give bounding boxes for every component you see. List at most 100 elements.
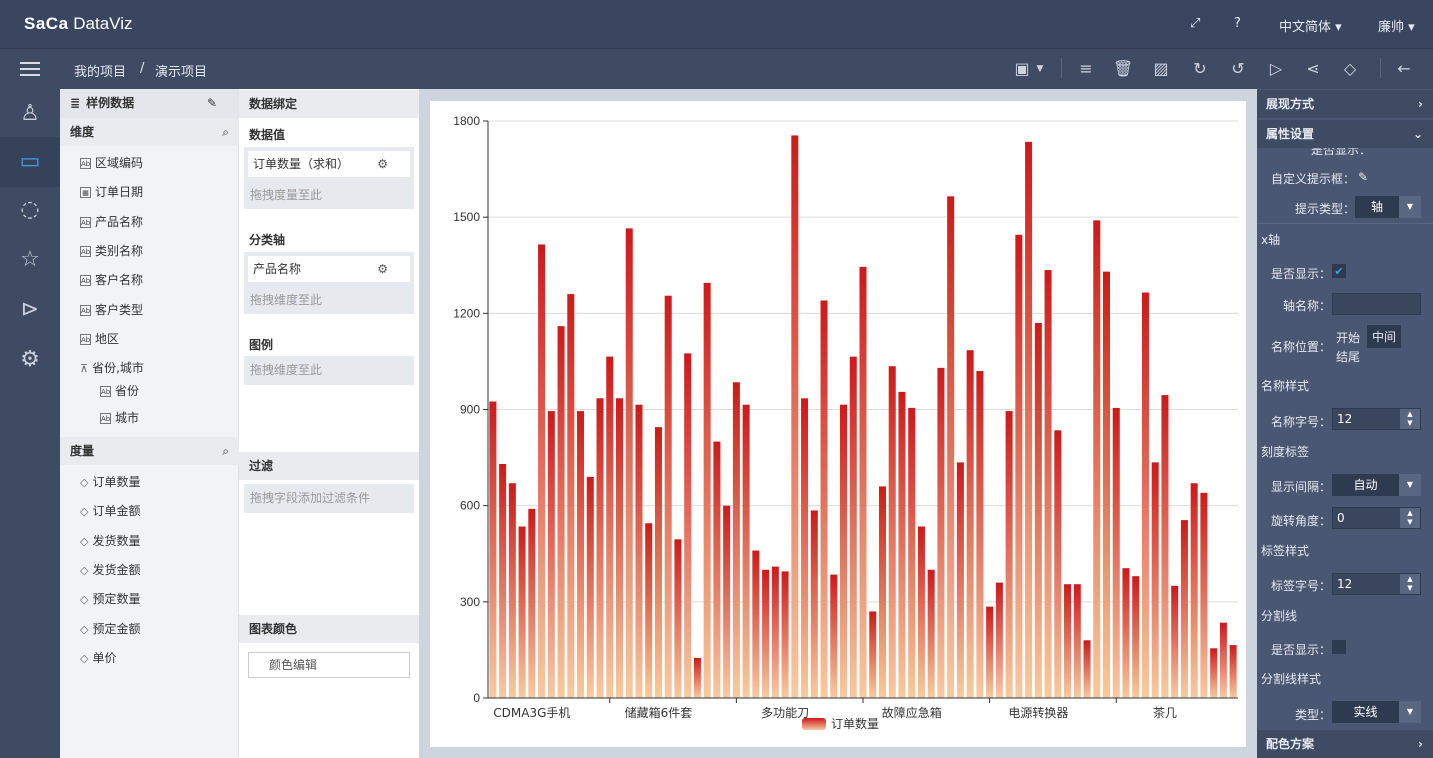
filter-dropzone[interactable]: 拖拽字段添加过滤条件 [244,484,414,513]
name-position-end[interactable]: 结尾 [1336,350,1361,364]
bar[interactable] [518,526,526,698]
label-size-input[interactable]: 12 ▲ ▼ [1332,573,1421,595]
split-show-checkbox[interactable] [1332,640,1346,654]
bar[interactable] [995,582,1003,698]
bar[interactable] [1073,584,1081,698]
bar[interactable] [499,463,507,698]
share-icon[interactable]: ⋖ [1306,59,1320,78]
bar[interactable] [693,657,701,698]
measure-field[interactable]: ◇ 单价 [80,651,117,665]
bar[interactable] [849,356,857,698]
measure-field[interactable]: ◇ 订单数量 [80,475,141,489]
dimension-field[interactable]: Ab 产品名称 [80,215,144,229]
measure-field[interactable]: ◇ 预定金额 [80,622,141,636]
measure-field[interactable]: ◇ 订单金额 [80,504,141,518]
tooltip-type-select[interactable]: 轴 ▼ [1355,196,1421,218]
bar[interactable] [596,398,604,698]
bar[interactable] [1180,520,1188,698]
help-icon[interactable]: ? [1234,16,1241,31]
bar[interactable] [577,411,585,698]
bar[interactable] [489,401,497,698]
bar[interactable] [947,196,955,698]
bar[interactable] [538,244,546,699]
bar[interactable] [1200,492,1208,698]
bar[interactable] [956,462,964,698]
bar[interactable] [878,486,886,698]
bar[interactable] [645,523,653,698]
show-checkbox[interactable]: ✔ [1332,264,1346,278]
value-dropzone[interactable]: 拖拽度量至此 [244,147,414,209]
color-scheme-header[interactable]: 配色方案 › [1257,730,1433,758]
settings-gear-icon[interactable]: ⚙ [20,347,40,372]
bar[interactable] [664,295,672,698]
bar[interactable] [508,483,516,698]
bar[interactable] [586,476,594,698]
history-icon[interactable]: ↻ [1193,59,1207,78]
dimension-field[interactable]: Ab 客户类型 [80,303,144,317]
bar[interactable] [898,391,906,698]
bar[interactable] [547,411,555,698]
bar[interactable] [654,427,662,698]
bar[interactable] [1151,462,1159,698]
interval-select[interactable]: 自动 ▼ [1332,474,1421,496]
bar[interactable] [557,326,565,698]
bar[interactable] [723,505,731,698]
stepper-icon[interactable]: ▲ ▼ [1400,508,1420,528]
bar[interactable] [917,526,925,698]
bar[interactable] [1015,234,1023,698]
bar[interactable] [1044,270,1052,698]
star-icon[interactable]: ☆ [20,247,40,272]
name-size-input[interactable]: 12 ▲ ▼ [1332,408,1421,430]
bar[interactable] [1083,640,1091,698]
bar[interactable] [1122,568,1130,698]
color-edit-button[interactable]: 颜色编辑 [248,652,410,678]
dimension-field[interactable]: Ab 客户名称 [80,273,144,287]
display-mode-header[interactable]: 展现方式 › [1257,90,1433,118]
bar[interactable] [606,356,614,698]
dimension-field[interactable]: Ab 城市 [100,411,140,425]
bar[interactable] [927,569,935,698]
axis-name-input[interactable] [1332,293,1421,315]
dimension-field[interactable]: Ab 地区 [80,332,120,346]
search-icon[interactable]: ⌕ [222,125,229,139]
bar[interactable] [888,366,896,698]
app-logo[interactable]: SaCa DataViz [24,14,133,33]
gear-icon[interactable]: ⚙ [377,262,388,276]
chart-card[interactable]: 0 300 600 900 1200 1500 1800 CDMA3G手机 储藏箱6件套 多功能刀… [430,101,1246,747]
bar[interactable] [937,367,945,698]
dimension-field[interactable]: Ab 类别名称 [80,244,144,258]
monitor-icon[interactable]: ▭ [0,137,60,187]
rotate-input[interactable]: 0 ▲ ▼ [1332,507,1421,529]
bar[interactable] [859,266,867,698]
bar[interactable] [674,539,682,698]
fullscreen-icon[interactable]: ⤢ [1190,16,1201,31]
bar[interactable] [684,353,692,698]
list-icon[interactable]: ≡ [1079,59,1093,78]
attr-settings-header[interactable]: 属性设置 ⌄ [1257,120,1433,148]
edit-icon[interactable]: ✎ [1358,170,1369,184]
legend-label[interactable]: 订单数量 [831,716,879,731]
bar[interactable] [986,606,994,698]
bar[interactable] [625,228,633,698]
bar[interactable] [1034,322,1042,698]
breadcrumb-root[interactable]: 我的项目 [74,65,127,80]
bar[interactable] [781,571,789,698]
bar[interactable] [966,350,974,698]
bar-chart[interactable]: 0 300 600 900 1200 1500 1800 CDMA3G手机 储藏箱6件套 多功能刀… [430,101,1246,747]
gear-icon[interactable]: ⚙ [377,157,388,171]
refresh-circle-icon[interactable]: ◌ [20,197,40,222]
axis-field-pill[interactable]: 产品名称 ⚙ [248,256,410,282]
measure-field[interactable]: ◇ 预定数量 [80,592,141,606]
bar[interactable] [820,300,828,698]
bar[interactable] [567,294,575,698]
bar[interactable] [791,135,799,699]
bar[interactable] [1219,622,1227,698]
bar[interactable] [1141,292,1149,698]
image-icon[interactable]: ▨ [1153,59,1169,78]
name-position-start[interactable]: 开始 [1336,331,1361,345]
bar[interactable] [976,371,984,698]
dataset-header[interactable]: ≣ 样例数据 ✎ [60,89,239,118]
bar[interactable] [1132,576,1140,698]
bar[interactable] [1103,271,1111,698]
play-circle-icon[interactable]: ⊳ [20,297,40,322]
